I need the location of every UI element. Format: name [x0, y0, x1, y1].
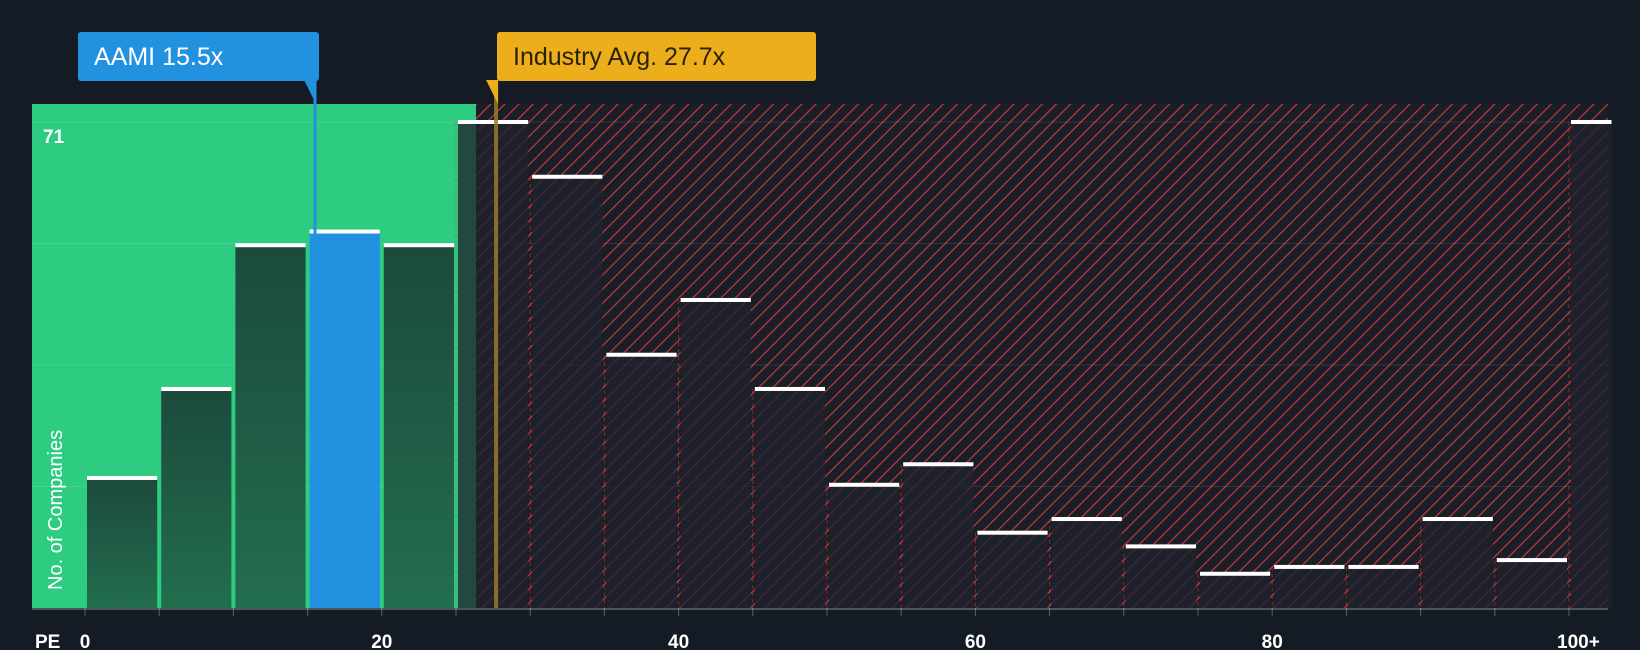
histogram-bar: [754, 388, 825, 608]
industry-callout-box: [497, 32, 816, 81]
histogram-bar: [1125, 546, 1196, 608]
industry-callout-label: Industry Avg. 27.7x: [513, 43, 726, 71]
bar-top-marker: [903, 462, 974, 467]
bar-top-marker: [1200, 571, 1271, 576]
bar-top-marker: [1274, 564, 1345, 569]
histogram-bar: [1274, 566, 1345, 608]
company-callout: AAMI 15.5x: [78, 32, 319, 104]
x-tick-label: 100+: [1557, 632, 1600, 650]
histogram-bar: [1496, 560, 1567, 608]
histogram-bar: [458, 122, 529, 608]
y-axis-label: No. of Companies: [45, 430, 67, 590]
histogram-bar: [977, 532, 1048, 608]
histogram-bar: [606, 354, 677, 608]
industry-avg-line: [494, 80, 499, 608]
bar-top-marker: [1422, 517, 1493, 522]
bar-top-marker: [754, 386, 825, 391]
bar-top-marker: [1051, 517, 1122, 522]
bar-top-marker: [235, 243, 306, 248]
x-tick-label: 40: [668, 632, 689, 650]
histogram-bar: [1051, 519, 1122, 608]
industry-callout-pointer: [486, 80, 499, 104]
bar-top-marker: [977, 530, 1048, 535]
histogram-bar: [1571, 122, 1612, 608]
company-callout-pointer: [304, 80, 317, 104]
histogram-bar: [829, 484, 900, 608]
bar-top-marker: [161, 386, 232, 391]
company-callout-label: AAMI 15.5x: [94, 43, 224, 71]
bar-top-marker: [1125, 544, 1196, 549]
histogram-bar: [87, 477, 158, 608]
histogram-bar: [383, 245, 454, 608]
x-axis-label: PE: [35, 632, 60, 650]
y-max-label: 71: [43, 127, 65, 148]
histogram-bar: [532, 176, 603, 608]
x-tick-label: 0: [80, 632, 91, 650]
bar-top-marker: [458, 120, 529, 124]
x-tick-label: 60: [965, 632, 986, 650]
histogram-bar: [680, 299, 751, 608]
bar-top-marker: [829, 482, 900, 487]
bar-top-marker: [87, 475, 158, 480]
x-tick-label: 20: [371, 632, 392, 650]
histogram-bar: [1200, 573, 1271, 608]
histogram-bar: [235, 245, 306, 608]
bar-top-marker: [532, 174, 603, 179]
bar-company-bin: [309, 231, 380, 609]
bar-top-marker: [383, 243, 454, 248]
company-pe-line: [313, 80, 317, 308]
bar-top-marker: [1496, 558, 1567, 563]
histogram-bar: [1422, 519, 1493, 608]
histogram-bar: [1348, 566, 1419, 608]
bar-top-marker: [680, 297, 751, 302]
histogram-bar: [161, 388, 232, 608]
bar-top-marker: [1348, 564, 1419, 569]
company-callout-box: [78, 32, 319, 81]
histogram-bar: [903, 464, 974, 608]
x-tick-label: 80: [1262, 632, 1283, 650]
industry-callout: Industry Avg. 27.7x: [486, 32, 816, 104]
bar-top-marker: [1571, 120, 1612, 124]
bar-top-marker: [606, 352, 677, 357]
bar-top-marker: [309, 229, 380, 234]
